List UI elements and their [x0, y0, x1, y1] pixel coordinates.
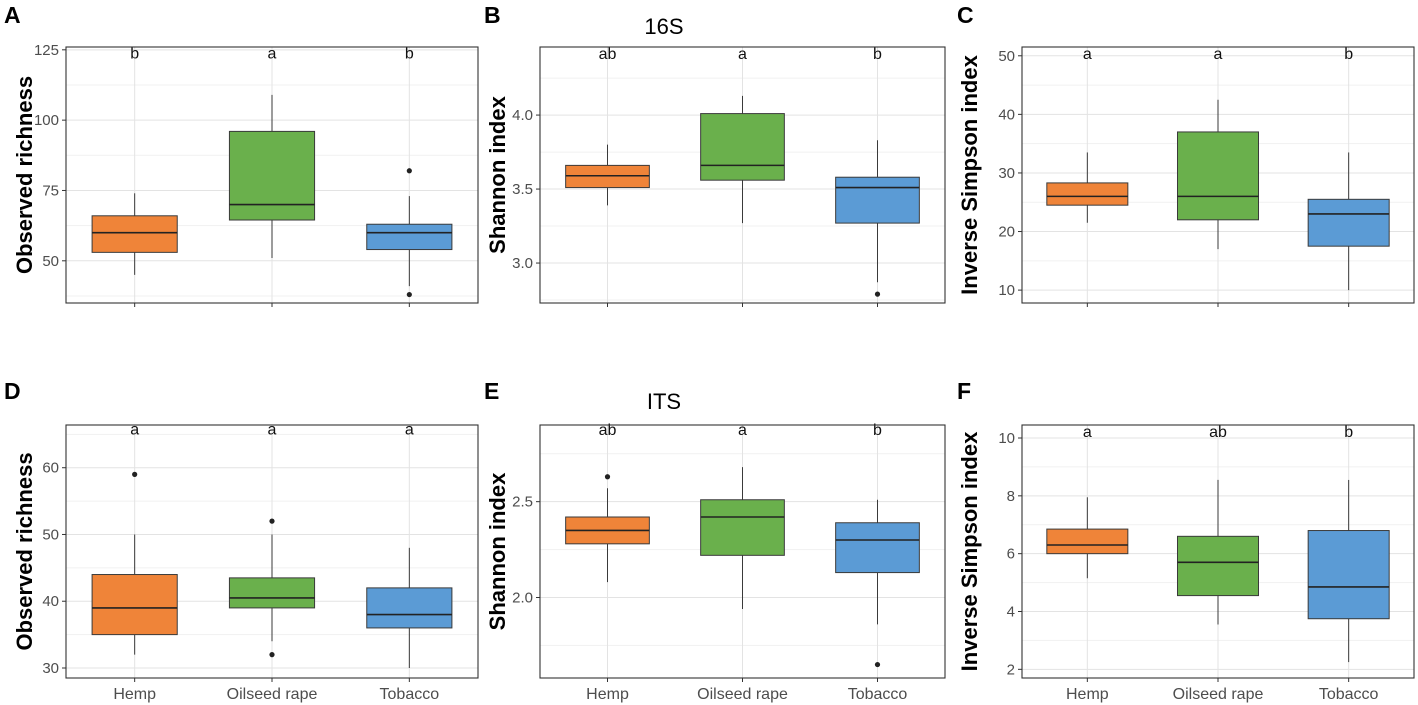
significance-letter: ab [1209, 424, 1227, 441]
x-tick-label: Oilseed rape [1173, 686, 1264, 703]
y-tick-label: 2 [1007, 661, 1015, 678]
outlier-point [874, 291, 881, 297]
significance-letter: a [1214, 46, 1223, 63]
row-title-16s: 16S [644, 14, 683, 39]
box-tobacco [835, 176, 920, 224]
panel-d: D 30 40 50 60 a a a Hemp Oilseed rape Tobacco Obser… [4, 378, 479, 703]
outlier-point [874, 661, 881, 668]
y-tick-label: 100 [34, 112, 59, 129]
outlier-point [269, 518, 275, 524]
significance-letter: a [268, 46, 277, 63]
y-tick-label: 20 [998, 224, 1015, 241]
significance-letter: ab [599, 46, 617, 63]
y-tick-label: 3.0 [512, 255, 533, 272]
y-tick-label: 60 [42, 460, 59, 477]
box-hemp [91, 215, 178, 253]
x-tick-label: Oilseed rape [697, 686, 788, 703]
box-tobacco [835, 522, 920, 574]
x-tick-label: Tobacco [848, 686, 908, 703]
y-tick-label: 10 [998, 282, 1015, 299]
box-hemp [1046, 528, 1129, 555]
significance-letter: b [130, 46, 139, 63]
significance-letter: a [1083, 46, 1092, 63]
outlier-point [269, 652, 275, 658]
y-tick-label: 125 [34, 42, 59, 59]
y-tick-label: 40 [998, 106, 1015, 123]
x-tick-label: Tobacco [380, 686, 440, 703]
outlier-point [132, 471, 138, 477]
significance-letter: a [1083, 424, 1092, 441]
y-tick-label: 50 [42, 526, 59, 543]
x-tick-label: Hemp [113, 686, 156, 703]
y-tick-label: 10 [998, 430, 1015, 447]
box-oilseed-rape [700, 113, 785, 181]
y-tick-label: 2.5 [512, 494, 533, 511]
y-tick-label: 50 [42, 253, 59, 270]
outlier-point [406, 168, 412, 174]
y-axis-label: Inverse Simpson index [957, 54, 982, 294]
y-tick-label: 50 [998, 48, 1015, 65]
box-tobacco [1307, 530, 1390, 620]
box-oilseed-rape [1176, 535, 1260, 597]
box-hemp [1046, 182, 1129, 206]
y-axis-label: Inverse Simpson index [957, 431, 982, 671]
y-tick-label: 4 [1007, 603, 1015, 620]
panel-letter: A [4, 2, 21, 28]
y-axis-label: Shannon index [485, 95, 510, 253]
y-tick-label: 30 [998, 165, 1015, 182]
significance-letter: a [130, 421, 139, 438]
significance-letter: b [405, 46, 414, 63]
significance-letter: a [738, 422, 747, 439]
significance-letter: ab [599, 422, 617, 439]
y-tick-label: 8 [1007, 488, 1015, 505]
x-tick-label: Hemp [1066, 686, 1109, 703]
y-tick-label: 2.0 [512, 590, 533, 607]
panel-a: A 50 75 100 125 b a b Observed richness [4, 2, 479, 307]
panel-letter: F [957, 378, 971, 404]
significance-letter: b [1344, 424, 1353, 441]
panel-letter: D [4, 378, 21, 404]
x-tick-label: Oilseed rape [227, 686, 318, 703]
y-axis-label: Shannon index [485, 472, 510, 630]
y-tick-label: 30 [42, 660, 59, 677]
y-tick-label: 3.5 [512, 181, 533, 198]
y-axis-label: Observed richness [12, 452, 37, 650]
box-hemp [91, 574, 178, 636]
significance-letter: b [873, 422, 882, 439]
significance-letter: b [873, 46, 882, 63]
box-oilseed-rape [1176, 131, 1260, 221]
x-tick-label: Tobacco [1319, 686, 1379, 703]
y-tick-label: 40 [42, 593, 59, 610]
x-tick-label: Hemp [586, 686, 629, 703]
y-tick-label: 4.0 [512, 107, 533, 124]
box-tobacco [366, 223, 453, 251]
panel-c: C 10 20 30 40 50 a a b Inverse Simpson index [957, 2, 1415, 307]
y-tick-label: 6 [1007, 546, 1015, 563]
box-oilseed-rape [228, 130, 316, 221]
box-tobacco [1307, 198, 1390, 247]
significance-letter: a [268, 421, 277, 438]
panel-letter: E [484, 378, 499, 404]
row-title-its: ITS [647, 389, 681, 414]
significance-letter: b [1344, 46, 1353, 63]
y-axis-label: Observed richness [12, 76, 37, 274]
panel-letter: B [484, 2, 501, 28]
box-tobacco [366, 587, 453, 629]
significance-letter: a [738, 46, 747, 63]
box-oilseed-rape [228, 577, 316, 609]
box-oilseed-rape [700, 499, 785, 556]
outlier-point [604, 474, 611, 480]
outlier-point [406, 291, 412, 298]
y-tick-label: 75 [42, 182, 59, 199]
panel-letter: C [957, 2, 974, 28]
panel-f: F 2 4 6 8 10 a ab b Hemp Oilseed rape Tobacco Invers… [957, 378, 1415, 703]
significance-letter: a [405, 421, 414, 438]
